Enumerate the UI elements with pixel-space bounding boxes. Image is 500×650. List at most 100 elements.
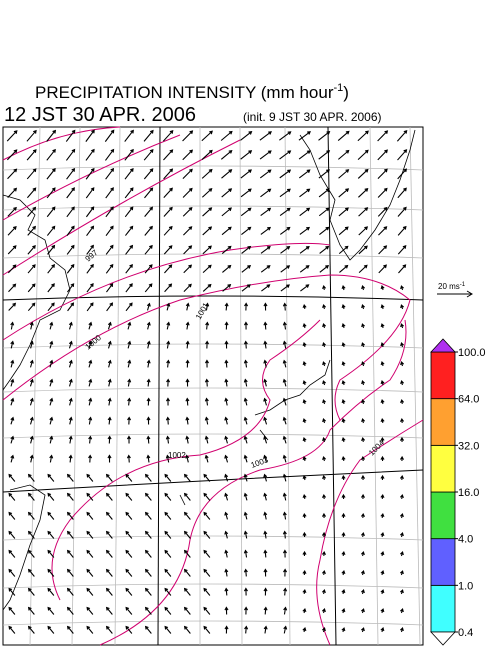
wind-arrow [88,416,93,425]
wind-arrow [27,225,36,236]
wind-arrow [341,323,346,329]
wind-arrow [7,168,18,180]
wind-arrow [144,587,152,596]
wind-arrow [66,206,75,218]
wind-arrow [166,359,171,368]
wind-arrow [338,207,349,217]
wind-arrow [164,492,172,501]
wind-arrow [224,454,229,463]
wind-arrow [46,168,56,180]
wind-arrow [221,188,233,198]
wind-arrow [105,263,114,274]
wind-arrow [224,473,229,482]
wind-arrow [380,323,385,329]
wind-arrow [361,380,366,386]
wind-arrow [263,625,268,634]
wind-arrow [162,130,174,142]
colorbar-label: 100.0 [458,347,486,359]
wind-arrow [8,473,16,482]
wind-arrow [241,245,252,254]
wind-arrow [203,492,211,501]
wind-arrow [282,511,287,520]
wind-arrow [86,302,94,312]
wind-arrow [341,608,346,614]
wind-arrow [68,416,73,425]
wind-arrow [47,530,55,539]
wind-arrow [183,549,191,558]
wind-arrow [182,168,193,180]
wind-arrow [302,342,307,348]
wind-arrow [400,379,405,386]
wind-arrow [360,589,365,595]
wind-arrow [47,302,55,312]
wind-arrow [224,321,229,330]
wind-arrow [224,587,229,596]
wind-arrow [263,416,268,425]
wind-arrow [27,568,35,577]
wind-arrow [377,206,388,217]
wind-arrow [7,206,17,217]
wind-arrow [86,530,94,539]
wind-arrow [183,264,193,274]
wind-arrow [166,378,171,387]
wind-arrow [282,492,287,501]
wind-arrow [341,380,346,386]
wind-arrow [360,570,365,576]
wind-arrow [319,245,330,254]
wind-arrow [240,169,252,179]
wind-arrow [26,168,37,180]
wind-arrow [86,492,94,501]
wind-arrow [222,264,232,273]
wind-arrow [88,321,93,330]
wind-arrow [47,549,55,558]
wind-arrow [318,150,331,160]
wind-arrow [398,264,407,274]
wind-arrow [221,226,232,236]
wind-arrow [185,359,190,368]
wind-arrow [224,606,229,615]
wind-arrow [243,397,248,406]
wind-arrow [49,454,54,463]
wind-arrow [144,530,152,539]
wind-arrow [302,399,307,405]
wind-arrow [260,246,271,254]
wind-arrow [66,263,75,274]
wind-arrow [224,378,229,387]
wind-arrow [338,188,350,198]
wind-arrow [283,568,288,577]
wind-arrow [224,568,229,577]
wind-arrow [68,435,73,444]
wind-arrow [125,244,134,255]
wind-arrow [282,454,287,463]
wind-arrow [27,606,35,615]
wind-arrow [399,436,405,443]
wind-arrow [299,246,310,254]
colorbar-label: 32.0 [458,440,479,452]
wind-arrow [224,340,229,349]
wind-arrow [182,206,193,217]
wind-arrow [282,397,287,406]
wind-arrow [146,302,151,311]
wind-arrow [263,606,268,615]
wind-arrow [399,608,404,614]
wind-arrow [243,549,248,558]
wind-arrow [380,436,385,443]
wind-arrow [105,549,113,558]
wind-arrow [47,511,55,520]
wind-arrow [183,226,193,236]
wind-arrow [183,606,191,615]
wind-arrow [282,321,287,330]
wind-arrow [185,321,190,330]
wind-arrow [29,340,34,349]
colorbar-label: 1.0 [458,580,473,592]
wind-arrow [183,587,191,596]
wind-arrow [302,588,307,595]
wind-arrow [29,321,34,330]
wind-arrow [337,130,350,141]
wind-arrow [49,359,54,368]
wind-arrow [185,302,190,311]
wind-arrow [27,492,35,501]
wind-arrow [380,398,385,405]
wind-arrow [377,130,389,142]
wind-arrow [380,551,385,557]
